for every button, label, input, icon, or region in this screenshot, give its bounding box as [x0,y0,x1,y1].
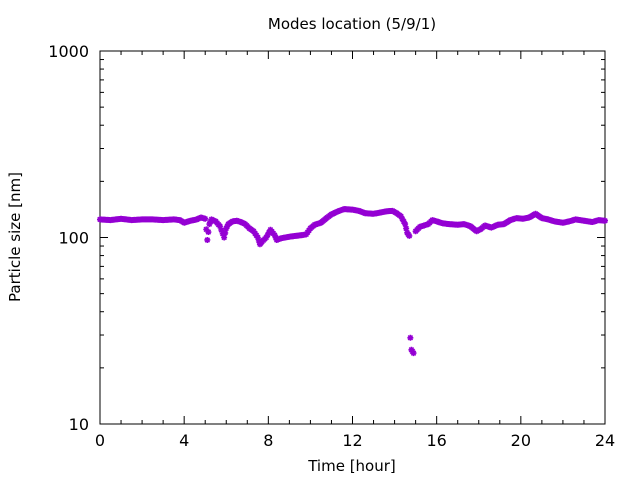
data-point [222,229,229,236]
data-point [219,230,226,237]
x-axis-label: Time [hour] [307,457,396,475]
y-tick-label: 10 [69,415,89,434]
data-point [204,236,211,243]
chart-title: Modes location (5/9/1) [268,15,436,33]
y-tick-label: 100 [58,229,89,248]
y-axis-label: Particle size [nm] [6,172,24,302]
data-point [602,217,608,224]
y-axis-ticks: 10 100 1000 [48,42,605,434]
x-tick-label: 20 [511,431,531,450]
y-tick-label: 1000 [48,42,89,61]
data-point [221,234,228,241]
x-tick-label: 0 [95,431,105,450]
data-point [400,218,407,225]
x-tick-label: 12 [342,431,362,450]
data-point [203,226,210,233]
data-point [205,229,212,236]
plot-frame [99,50,606,425]
data-point [218,226,225,233]
data-point [206,221,213,228]
data-point [402,221,409,228]
data-point [406,232,413,239]
data-point [397,213,404,220]
x-tick-label: 16 [426,431,446,450]
data-point [216,223,223,230]
data-points [97,206,608,357]
x-axis-ticks: 0 4 8 12 16 20 24 [95,51,615,450]
x-tick-label: 8 [263,431,273,450]
data-point [410,350,417,357]
x-tick-label: 4 [179,431,189,450]
data-point [202,215,209,222]
data-point [264,231,271,238]
data-point [254,234,261,241]
x-tick-label: 24 [595,431,615,450]
data-point [407,334,414,341]
data-point [403,225,410,232]
data-point [263,234,270,241]
data-point [399,215,406,222]
data-point [271,232,278,239]
